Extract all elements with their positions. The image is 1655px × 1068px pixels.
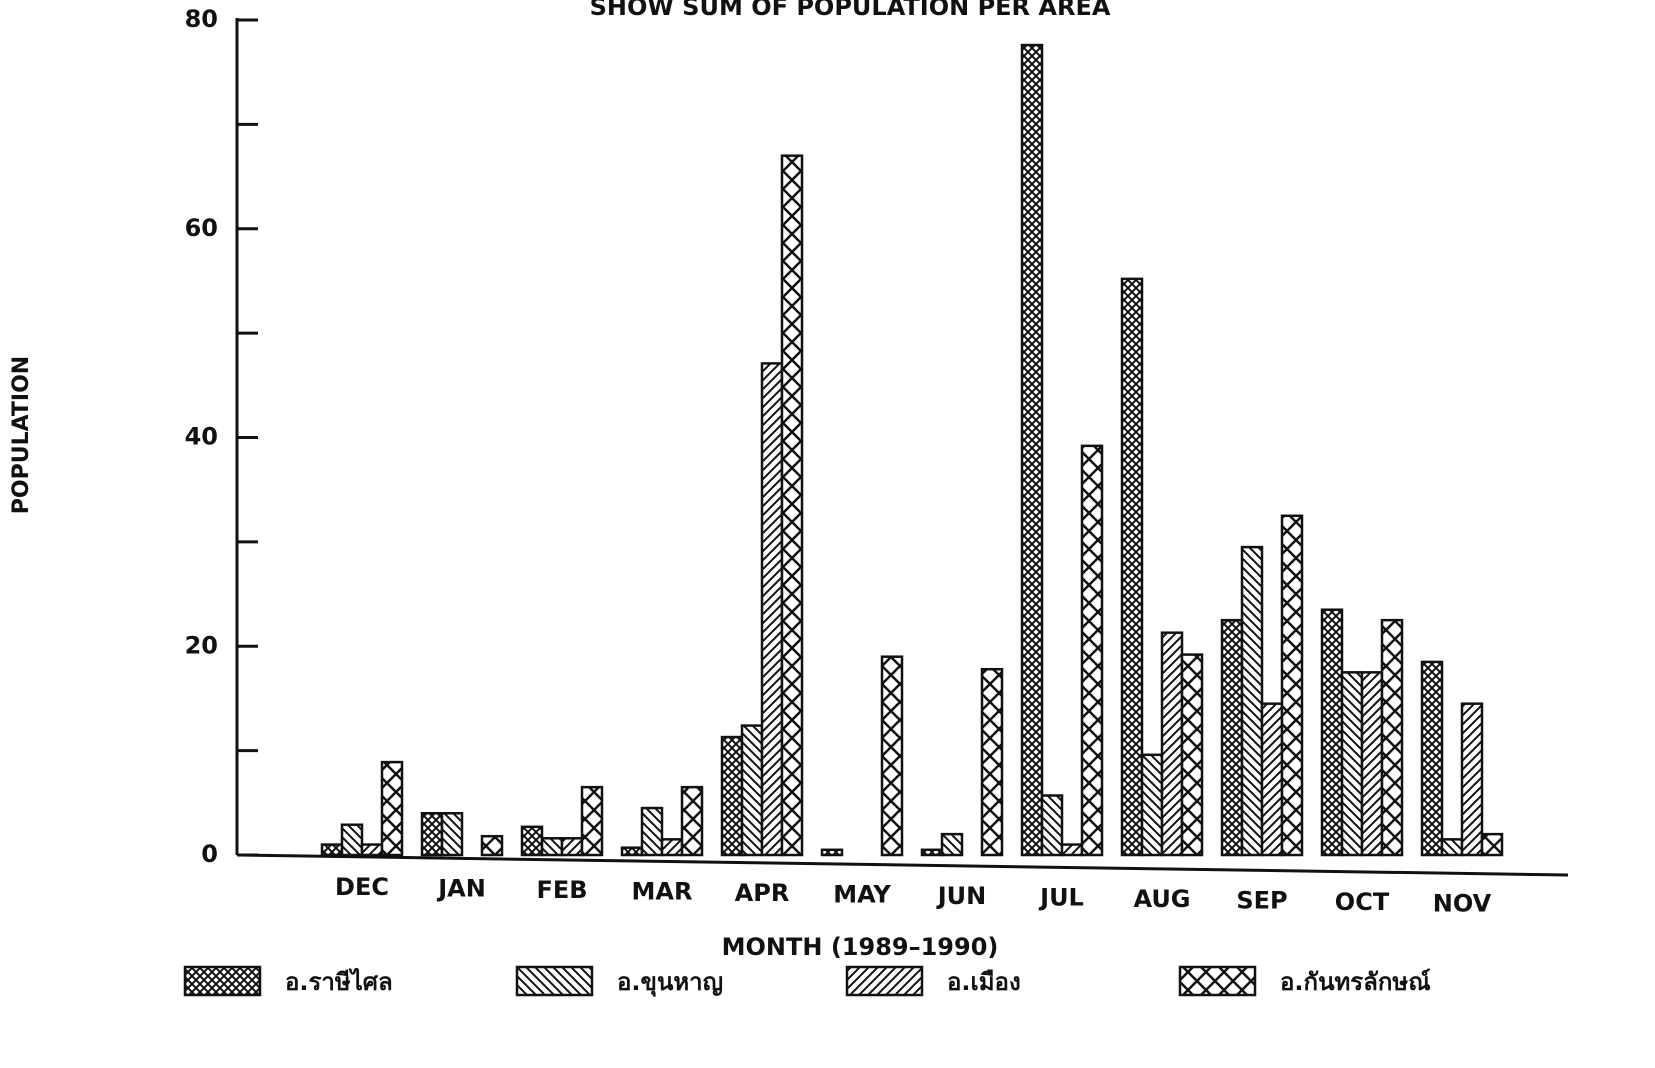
bar	[680, 785, 704, 857]
bar	[740, 724, 764, 857]
bar	[560, 837, 584, 857]
bar	[1280, 514, 1304, 857]
bar	[620, 846, 644, 857]
bar	[720, 735, 744, 857]
x-tick-label: APR	[735, 879, 790, 907]
legend-swatch	[1178, 965, 1257, 997]
bar	[1180, 653, 1204, 857]
bar	[580, 785, 604, 857]
bar	[1160, 631, 1184, 857]
bar	[360, 843, 384, 857]
legend-label: อ.เมือง	[947, 968, 1021, 996]
y-tick-label: 20	[185, 631, 218, 659]
bar	[760, 362, 784, 857]
bar	[380, 760, 404, 857]
x-tick-label: MAY	[833, 881, 891, 909]
x-axis-label: MONTH (1989–1990)	[722, 933, 999, 961]
legend-swatch	[183, 965, 262, 997]
bar	[480, 834, 504, 857]
bar	[340, 823, 364, 857]
bar	[1320, 608, 1344, 857]
x-tick-label: NOV	[1433, 890, 1492, 918]
bar	[520, 825, 544, 857]
bar	[1440, 838, 1464, 857]
bar	[640, 806, 664, 857]
bar	[880, 655, 904, 857]
bar	[1340, 671, 1364, 857]
x-axis	[236, 853, 1569, 877]
legend-label: อ.ขุนหาญ	[617, 968, 723, 998]
x-tick-label: JAN	[436, 875, 486, 903]
bar	[540, 837, 564, 857]
legend-label: อ.กันทรลักษณ์	[1280, 968, 1431, 996]
x-tick-label: OCT	[1335, 888, 1390, 916]
bar	[1220, 618, 1244, 857]
y-tick-label: 0	[201, 840, 218, 868]
bar	[440, 812, 464, 857]
bar	[1040, 794, 1064, 857]
bar	[780, 154, 804, 857]
bar	[320, 843, 344, 857]
bar	[1380, 618, 1404, 857]
bar	[420, 812, 444, 857]
bar	[920, 848, 944, 857]
bar	[940, 832, 964, 857]
x-tick-label: JUL	[1038, 884, 1084, 912]
chart-title: SHOW SUM OF POPULATION PER AREA	[590, 0, 1111, 21]
y-tick-label: 40	[185, 423, 218, 451]
bar	[820, 848, 844, 857]
x-tick-label: AUG	[1133, 885, 1190, 913]
y-tick-label: 80	[185, 5, 218, 33]
bar	[660, 838, 684, 857]
bar	[1480, 832, 1504, 857]
bar	[1120, 277, 1144, 857]
legend-swatch	[845, 965, 924, 997]
x-tick-label: DEC	[335, 873, 389, 901]
bar	[1060, 843, 1084, 857]
bar	[1360, 671, 1384, 857]
x-tick-label: FEB	[536, 876, 587, 904]
x-tick-label: MAR	[632, 878, 693, 906]
legend-label: อ.ราษีไศล	[285, 967, 393, 996]
bar	[1140, 753, 1164, 857]
bar	[1240, 545, 1264, 857]
legend-swatch	[515, 965, 594, 997]
bar	[1020, 43, 1044, 857]
bar	[1080, 444, 1104, 857]
bar	[1260, 702, 1284, 857]
bar	[980, 667, 1004, 857]
y-tick-label: 60	[185, 214, 218, 242]
x-tick-label: JUN	[936, 882, 987, 910]
bar	[1420, 660, 1444, 857]
y-axis-label: POPULATION	[9, 356, 34, 514]
bar	[1460, 702, 1484, 857]
x-tick-label: SEP	[1236, 887, 1287, 915]
